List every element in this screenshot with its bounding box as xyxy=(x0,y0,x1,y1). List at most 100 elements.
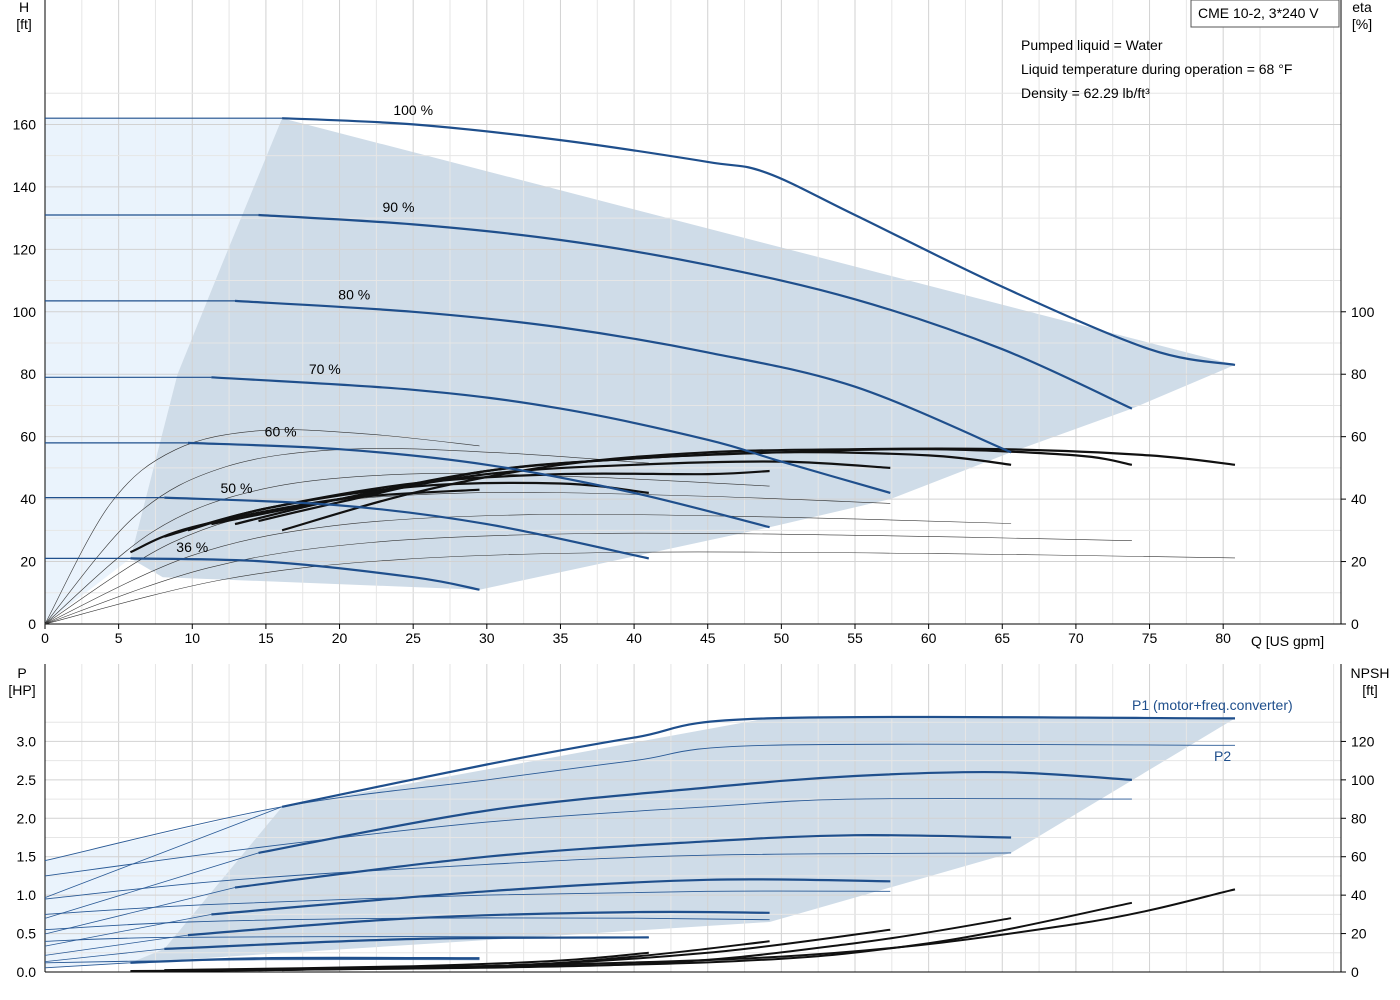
p1-lowflow-3 xyxy=(44,914,212,947)
x-axis-label: Q [US gpm] xyxy=(1251,633,1324,649)
speed-curve-3 xyxy=(211,376,891,494)
eta-axis-label: eta xyxy=(1352,0,1372,15)
eff-curve-5 xyxy=(258,448,1133,523)
eta-axis-unit: [%] xyxy=(1352,16,1372,32)
p2-curve-0 xyxy=(44,743,1236,862)
head-ytick-label-5: 100 xyxy=(13,304,37,320)
p1-lowflow-0 xyxy=(44,806,283,898)
p2-label: P2 xyxy=(1214,748,1231,764)
head-ytick-label-3: 60 xyxy=(20,429,36,445)
eff-curve-0 xyxy=(129,488,480,554)
power-lowflow-band xyxy=(45,806,283,969)
note-density: Density = 62.29 lb/ft³ xyxy=(1021,85,1150,101)
head-xtick-label-16: 80 xyxy=(1215,630,1231,646)
note-liquid: Pumped liquid = Water xyxy=(1021,37,1163,53)
head-xtick-label-0: 0 xyxy=(41,630,49,646)
thin-eff-line-6 xyxy=(44,429,480,625)
thin-eff-line-5 xyxy=(44,448,649,625)
npsh-axis-unit: [ft] xyxy=(1362,682,1378,698)
head-xtick-label-4: 20 xyxy=(332,630,348,646)
power-ytick-label-1: 0.5 xyxy=(17,926,37,942)
p2-curve-1 xyxy=(44,798,1132,877)
thin-eff-line-3 xyxy=(44,492,891,625)
speed-curve-label-3: 70 % xyxy=(309,361,341,377)
npsh-tick-label-0: 0 xyxy=(1351,964,1359,980)
eta-tick-label-0: 0 xyxy=(1351,616,1359,632)
power-ytick-label-4: 2.0 xyxy=(17,810,37,826)
head-ytick-label-2: 40 xyxy=(20,491,36,507)
p1-lowflow-6 xyxy=(44,962,131,969)
head-xtick-label-15: 75 xyxy=(1142,630,1158,646)
eff-curve-6 xyxy=(281,447,1236,532)
head-xtick-label-14: 70 xyxy=(1068,630,1084,646)
head-xtick-label-10: 50 xyxy=(774,630,790,646)
power-axis-unit: [HP] xyxy=(8,682,35,698)
p2-curve-3 xyxy=(44,890,891,915)
head-ytick-label-0: 0 xyxy=(28,616,36,632)
p1-lowflow-1 xyxy=(44,852,259,919)
head-ytick-label-4: 80 xyxy=(20,366,36,382)
power-axis-label: P xyxy=(17,665,26,681)
speed-curve-1 xyxy=(258,213,1133,410)
head-operating-band xyxy=(130,118,1235,590)
power-ytick-label-3: 1.5 xyxy=(17,849,37,865)
speed-curve-label-1: 90 % xyxy=(382,199,414,215)
npsh-curve-6 xyxy=(282,888,1236,972)
npsh-tick-label-4: 80 xyxy=(1351,810,1367,826)
p1-curve-0 xyxy=(281,715,1236,808)
speed-curve-4 xyxy=(187,441,770,529)
head-xtick-label-8: 40 xyxy=(626,630,642,646)
head-xtick-label-2: 10 xyxy=(184,630,200,646)
p1-lowflow-5 xyxy=(44,948,165,962)
p1-curve-5 xyxy=(164,936,649,950)
note-temperature: Liquid temperature during operation = 68… xyxy=(1021,61,1292,77)
p1-label: P1 (motor+freq.converter) xyxy=(1132,697,1293,713)
head-xtick-label-1: 5 xyxy=(115,630,123,646)
head-ytick-label-8: 160 xyxy=(13,116,37,132)
power-ytick-label-6: 3.0 xyxy=(17,733,37,749)
head-panel: 0 5 10 15 20 25 30 35 40 45 50 55 60 65 70 75 80 0 20 40 60 8… xyxy=(13,0,1375,646)
p1-lowflow-4 xyxy=(44,934,188,956)
head-xtick-label-5: 25 xyxy=(405,630,421,646)
npsh-tick-label-6: 120 xyxy=(1351,733,1375,749)
title-text: CME 10-2, 3*240 V xyxy=(1198,5,1319,21)
head-xtick-label-6: 30 xyxy=(479,630,495,646)
power-npsh-panel: 0.0 0.5 1.0 1.5 2.0 2.5 3.0 0 20 40 60 80 100 120 xyxy=(17,664,1375,980)
speed-curve-6 xyxy=(130,557,480,591)
head-xtick-label-3: 15 xyxy=(258,630,274,646)
speed-curve-label-6: 36 % xyxy=(176,539,208,555)
head-axis-unit: [ft] xyxy=(16,16,32,32)
head-xtick-label-11: 55 xyxy=(847,630,863,646)
head-ytick-label-7: 140 xyxy=(13,179,37,195)
power-ytick-label-5: 2.5 xyxy=(17,772,37,788)
npsh-tick-label-1: 20 xyxy=(1351,926,1367,942)
head-axis-label: H xyxy=(19,0,29,15)
head-xtick-label-9: 45 xyxy=(700,630,716,646)
npsh-tick-label-2: 40 xyxy=(1351,887,1367,903)
p1-curve-4 xyxy=(187,910,770,937)
eta-tick-label-1: 20 xyxy=(1351,554,1367,570)
eta-tick-label-4: 80 xyxy=(1351,366,1367,382)
head-xtick-label-13: 65 xyxy=(994,630,1010,646)
p1-curve-6 xyxy=(130,956,480,964)
power-ytick-label-2: 1.0 xyxy=(17,887,37,903)
speed-curve-label-4: 60 % xyxy=(265,424,297,440)
speed-curve-label-2: 80 % xyxy=(338,286,370,302)
thin-eff-line-2 xyxy=(44,513,1012,625)
head-xtick-label-12: 60 xyxy=(921,630,937,646)
thin-eff-line-4 xyxy=(44,473,770,625)
head-xtick-label-7: 35 xyxy=(553,630,569,646)
p2-curve-2 xyxy=(44,852,1012,900)
npsh-axis-label: NPSH xyxy=(1351,665,1390,681)
head-ytick-label-1: 20 xyxy=(20,554,36,570)
speed-curve-label-0: 100 % xyxy=(393,102,433,118)
eta-tick-label-2: 40 xyxy=(1351,491,1367,507)
eta-tick-label-3: 60 xyxy=(1351,429,1367,445)
thin-eff-line-0 xyxy=(44,551,1236,625)
speed-curve-0 xyxy=(282,117,1236,366)
title-box xyxy=(1190,0,1340,28)
p1-lowflow-2 xyxy=(44,887,236,935)
power-ytick-label-0: 0.0 xyxy=(17,964,37,980)
head-ytick-label-6: 120 xyxy=(13,241,37,257)
p1-curve-2 xyxy=(234,834,1012,889)
